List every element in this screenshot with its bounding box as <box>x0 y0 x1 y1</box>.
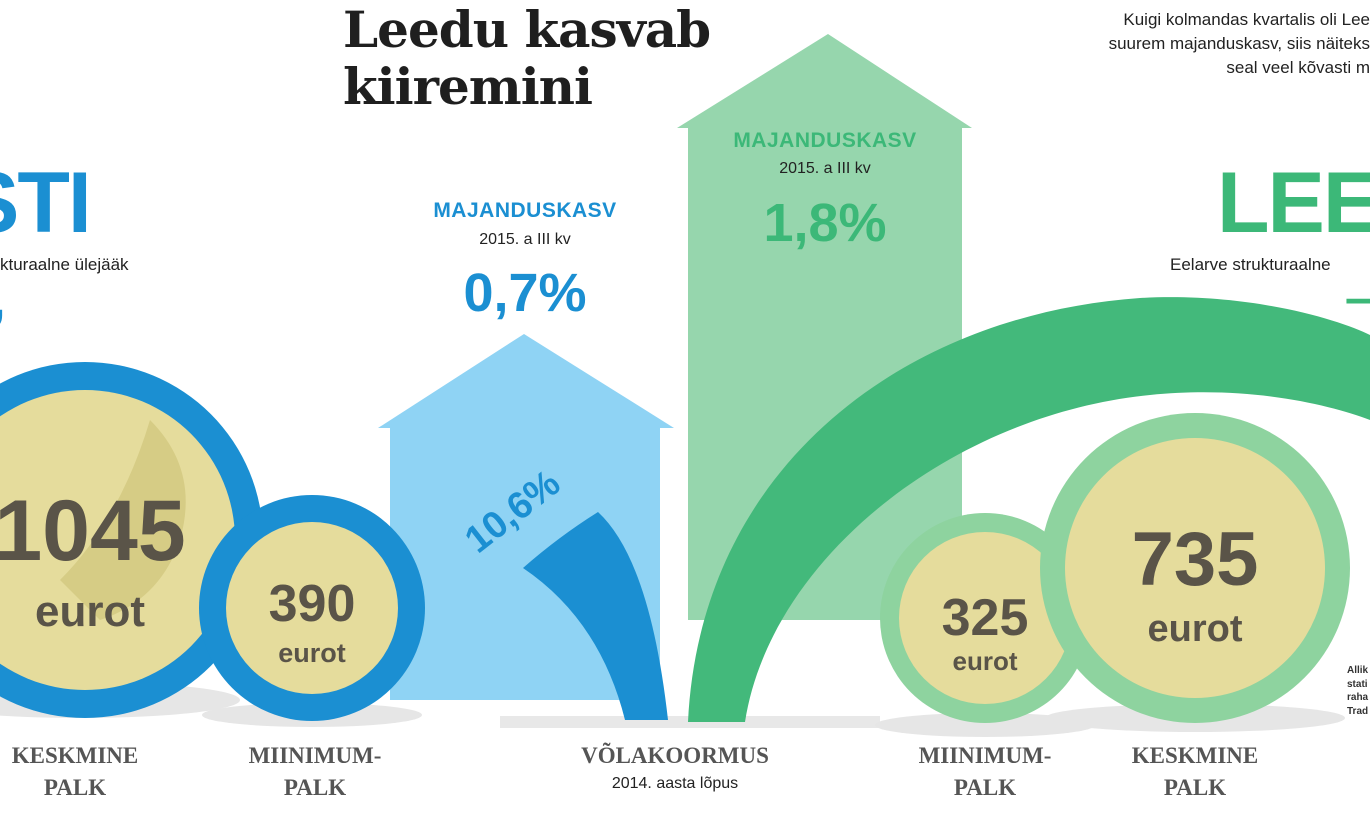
debt-label: VÕLAKOORMUS <box>581 743 769 768</box>
estonia-debt-arc <box>523 512 668 720</box>
lithuania-balance-value: – <box>1345 272 1370 325</box>
page-title: Leedu kasvab kiiremini <box>343 0 711 116</box>
lithuania-growth-value: 1,8% <box>763 193 887 253</box>
lithuania-min-wage-coin <box>875 513 1095 737</box>
estonia-heading: STI <box>0 155 92 251</box>
lithuania-avg-wage-unit: eurot <box>1147 608 1243 650</box>
estonia-avg-wage-coin <box>0 362 263 718</box>
estonia-avg-wage-value: 1045 <box>0 483 186 579</box>
estonia-min-wage-label: MIINIMUM- PALK <box>248 743 382 801</box>
estonia-growth-roof <box>378 334 674 428</box>
lithuania-growth-roof <box>677 34 972 128</box>
estonia-avg-wage-unit: eurot <box>35 587 145 636</box>
lithuania-min-wage-value: 325 <box>941 589 1029 647</box>
lithuania-debt-arc <box>688 297 1370 722</box>
estonia-min-wage-coin <box>199 495 425 727</box>
estonia-growth-period: 2015. a III kv <box>479 231 571 248</box>
debt-period: 2014. aasta lõpus <box>611 775 739 792</box>
lithuania-growth-period: 2015. a III kv <box>779 160 871 177</box>
lithuania-min-wage-unit: eurot <box>952 646 1018 676</box>
lithuania-avg-wage-value: 735 <box>1131 517 1259 602</box>
lithuania-avg-wage-label: KESKMINE PALK <box>1131 743 1259 801</box>
source-note: Allik stati raha Trad <box>1347 665 1369 717</box>
lithuania-avg-wage-coin <box>1040 413 1350 732</box>
estonia-balance-value: , <box>0 278 5 326</box>
estonia-growth-label: MAJANDUSKASV <box>433 199 617 222</box>
estonia-growth-value: 0,7% <box>463 263 587 323</box>
estonia-min-wage-value: 390 <box>268 575 356 633</box>
estonia-balance-label: kturaalne ülejääk <box>0 255 129 274</box>
estonia-avg-wage-label: KESKMINE PALK <box>11 743 139 801</box>
estonia-min-wage-unit: eurot <box>278 638 346 668</box>
lithuania-balance-label: Eelarve strukturaalne <box>1170 255 1331 274</box>
lithuania-heading: LEE <box>1217 155 1370 251</box>
lithuania-min-wage-label: MIINIMUM- PALK <box>918 743 1052 801</box>
intro-text: Kuigi kolmandas kvartalis oli Lee suurem… <box>1108 10 1370 77</box>
lithuania-growth-label: MAJANDUSKASV <box>733 129 917 152</box>
